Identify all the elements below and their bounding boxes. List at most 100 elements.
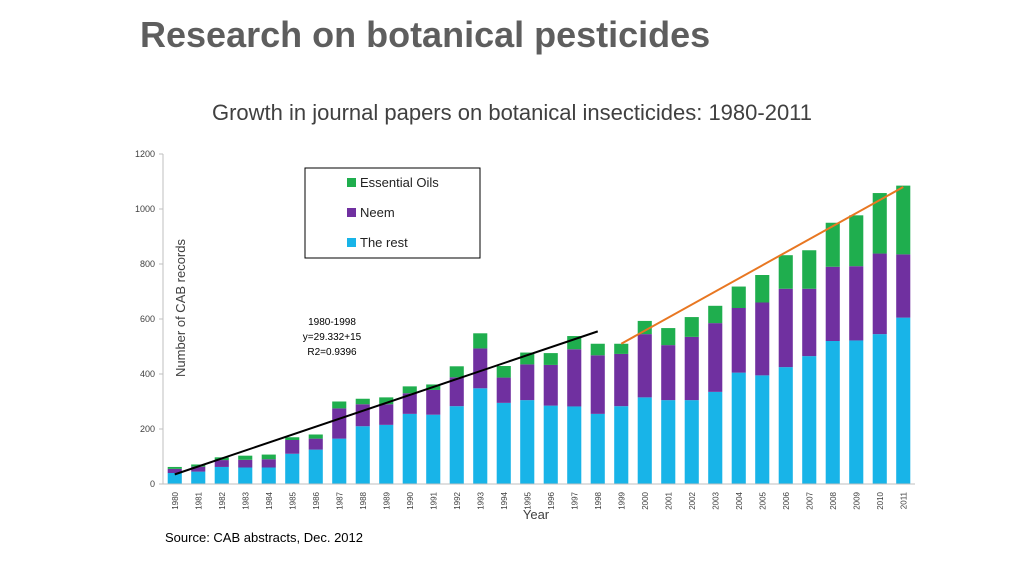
- y-axis: 0 200 400 600 800 1000 1200: [135, 149, 164, 489]
- y-tick-label: 0: [150, 479, 155, 489]
- y-tick-label: 200: [140, 424, 155, 434]
- x-tick-label: 2000: [641, 491, 650, 509]
- x-tick-label: 1996: [547, 491, 556, 509]
- bar-the-rest-2011: [896, 317, 911, 484]
- bar-essential-oils-1997: [567, 336, 582, 350]
- bar-essential-oils-1999: [614, 343, 629, 354]
- trend-annotation-line-2: y=29.332+15: [303, 332, 362, 343]
- y-axis-label: Number of CAB records: [173, 239, 188, 377]
- bar-essential-oils-1987: [332, 401, 347, 409]
- bar-essential-oils-2006: [778, 255, 793, 289]
- bar-neem-2006: [778, 288, 793, 368]
- x-tick-label: 1999: [617, 491, 626, 509]
- bar-essential-oils-1985: [285, 437, 300, 440]
- chart-title: Growth in journal papers on botanical in…: [211, 100, 813, 125]
- bar-essential-oils-1990: [402, 386, 417, 394]
- bar-the-rest-2009: [849, 340, 864, 484]
- bar-neem-2000: [637, 334, 652, 398]
- bar-neem-2001: [661, 345, 676, 401]
- trendlines: [174, 186, 904, 476]
- bar-the-rest-1993: [473, 388, 488, 484]
- x-tick-label: 2006: [782, 491, 791, 509]
- x-tick-label: 2004: [735, 491, 744, 509]
- bar-the-rest-1999: [614, 406, 629, 484]
- legend-swatch-essential-oils: [347, 178, 356, 187]
- x-tick-label: 2001: [664, 491, 673, 509]
- bar-the-rest-2001: [661, 400, 676, 484]
- bar-the-rest-1986: [308, 449, 323, 484]
- bar-neem-2009: [849, 266, 864, 341]
- x-tick-label: 1984: [265, 491, 274, 509]
- bars: [167, 185, 911, 484]
- bar-neem-1983: [238, 459, 253, 468]
- x-tick-label: 1995: [523, 491, 532, 509]
- x-tick-label: 2002: [688, 491, 697, 509]
- y-tick-label: 600: [140, 314, 155, 324]
- x-tick-label: 1983: [241, 491, 250, 509]
- legend: Essential Oils Neem The rest: [304, 167, 481, 259]
- bar-neem-1994: [496, 377, 511, 403]
- bar-neem-2010: [872, 253, 887, 335]
- bar-essential-oils-1996: [543, 353, 558, 365]
- bar-essential-oils-1989: [379, 397, 394, 405]
- x-tick-label: 1992: [453, 491, 462, 509]
- bar-neem-2002: [684, 336, 699, 401]
- bar-essential-oils-2001: [661, 328, 676, 346]
- x-tick-label: 1980: [171, 491, 180, 509]
- bar-the-rest-1991: [426, 414, 441, 484]
- y-tick-label: 1200: [135, 149, 155, 159]
- source-note: Source: CAB abstracts, Dec. 2012: [165, 530, 363, 545]
- bar-essential-oils-2003: [708, 305, 723, 324]
- x-tick-label: 1994: [500, 491, 509, 509]
- bar-the-rest-1985: [285, 453, 300, 484]
- legend-label-neem: Neem: [360, 205, 395, 220]
- bar-neem-1993: [473, 348, 488, 389]
- x-tick-label: 1998: [594, 491, 603, 509]
- bar-neem-1986: [308, 438, 323, 450]
- bar-neem-2008: [825, 266, 840, 341]
- bar-essential-oils-1994: [496, 366, 511, 378]
- x-axis-label: Year: [523, 507, 550, 522]
- x-tick-label: 1993: [476, 491, 485, 509]
- x-tick-label: 2010: [876, 491, 885, 509]
- trend-annotation: 1980-1998 y=29.332+15 R2=0.9396: [303, 317, 362, 358]
- bar-the-rest-1990: [402, 413, 417, 484]
- trendline-1980-1998: [174, 330, 599, 476]
- bar-essential-oils-2009: [849, 215, 864, 267]
- bar-the-rest-1995: [520, 400, 535, 484]
- bar-essential-oils-2000: [637, 320, 652, 335]
- bar-neem-1997: [567, 349, 582, 407]
- bar-neem-2007: [802, 288, 817, 357]
- bar-essential-oils-2005: [755, 275, 770, 303]
- bar-neem-2004: [731, 308, 746, 373]
- bar-essential-oils-2008: [825, 222, 840, 267]
- bar-the-rest-2002: [684, 400, 699, 484]
- legend-label-the-rest: The rest: [360, 235, 408, 250]
- x-tick-label: 1990: [406, 491, 415, 509]
- bar-essential-oils-1992: [449, 366, 464, 378]
- x-tick-label: 1986: [312, 491, 321, 509]
- bar-neem-1980: [167, 468, 182, 473]
- bar-neem-1989: [379, 404, 394, 425]
- bar-essential-oils-2004: [731, 286, 746, 308]
- x-tick-label: 2005: [758, 491, 767, 509]
- bar-essential-oils-1998: [590, 343, 605, 356]
- bar-the-rest-1984: [261, 467, 276, 484]
- bar-the-rest-1987: [332, 438, 347, 484]
- y-tick-label: 800: [140, 259, 155, 269]
- legend-box: [304, 167, 481, 259]
- bar-neem-2003: [708, 323, 723, 392]
- bar-neem-1990: [402, 393, 417, 414]
- bar-the-rest-1988: [355, 426, 370, 484]
- bar-the-rest-2007: [802, 356, 817, 484]
- legend-swatch-neem: [347, 208, 356, 217]
- x-tick-label: 1988: [359, 491, 368, 509]
- bar-the-rest-1989: [379, 424, 394, 484]
- bar-the-rest-1997: [567, 406, 582, 484]
- bar-neem-1985: [285, 440, 300, 454]
- bar-neem-1996: [543, 364, 558, 406]
- x-tick-label: 2003: [711, 491, 720, 509]
- bar-the-rest-1994: [496, 402, 511, 484]
- legend-swatch-the-rest: [347, 238, 356, 247]
